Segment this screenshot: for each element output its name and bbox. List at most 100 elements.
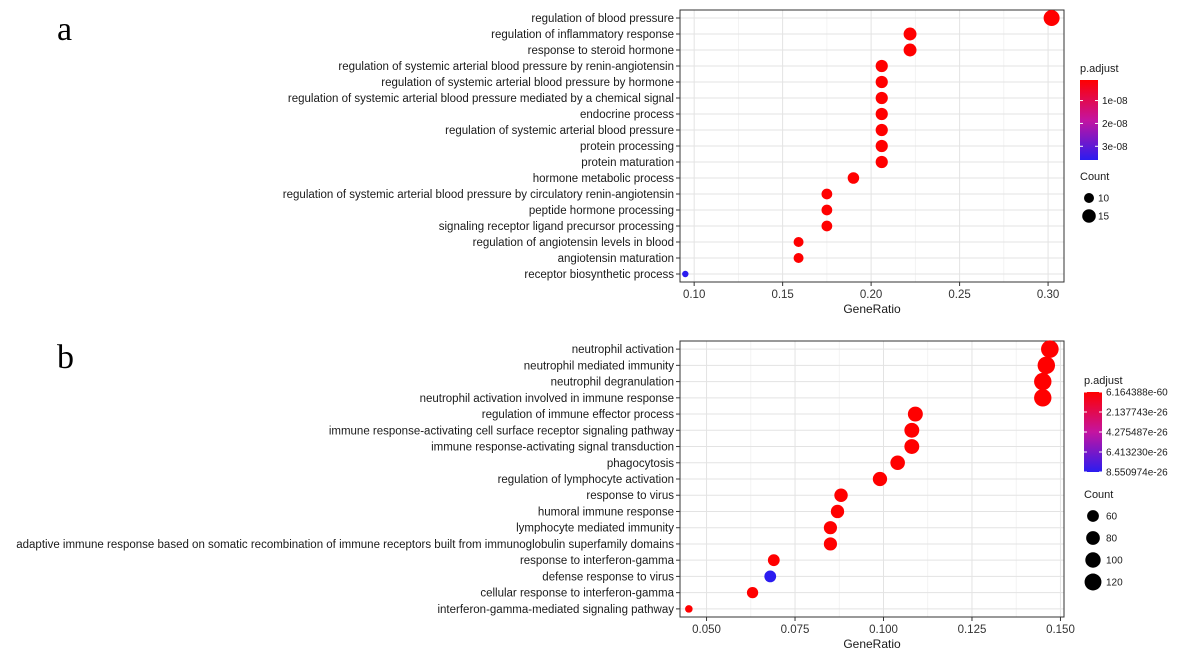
term-label: interferon-gamma-mediated signaling path… (437, 604, 674, 616)
x-tick-label: 0.20 (860, 289, 882, 301)
data-point (821, 188, 833, 200)
data-point (685, 605, 693, 613)
term-label: response to steroid hormone (528, 45, 674, 57)
panel-letter: a (57, 11, 72, 48)
data-point (1043, 10, 1060, 26)
size-legend-key (1087, 510, 1099, 522)
data-point (903, 27, 917, 41)
data-point (875, 123, 888, 137)
data-point (875, 91, 888, 105)
term-label: defense response to virus (542, 571, 674, 583)
data-point (793, 253, 804, 263)
x-axis-title: GeneRatio (843, 637, 901, 651)
data-point (682, 270, 689, 278)
size-legend-key (1085, 552, 1101, 568)
data-point (830, 504, 845, 519)
term-label: receptor biosynthetic process (524, 269, 674, 281)
color-legend-label: 3e-08 (1102, 142, 1128, 153)
size-legend-label: 15 (1098, 212, 1110, 223)
data-point (1034, 372, 1052, 391)
size-legend-label: 10 (1098, 194, 1110, 205)
x-tick-label: 0.10 (683, 289, 705, 301)
data-point (875, 139, 888, 153)
term-label: lymphocyte mediated immunity (516, 523, 674, 535)
term-label: regulation of blood pressure (531, 13, 674, 25)
term-label: response to interferon-gamma (520, 555, 675, 567)
size-legend-key (1084, 193, 1094, 203)
color-legend-title: p.adjust (1084, 375, 1123, 387)
data-point (1034, 389, 1052, 407)
x-tick-label: 0.150 (1046, 624, 1075, 636)
color-legend-bar (1084, 392, 1102, 472)
term-label: neutrophil degranulation (551, 377, 674, 389)
data-point (847, 172, 860, 184)
term-label: immune response-activating signal transd… (431, 442, 674, 454)
panel-a: a regulation of blood pressure regulation … (57, 9, 1128, 316)
term-label: immune response-activating cell surface … (329, 425, 674, 437)
data-point (872, 471, 888, 487)
size-legend-label: 100 (1106, 556, 1123, 567)
panel-b: b neutrophil activation neutrophil mediate… (16, 339, 1168, 651)
data-point (823, 537, 837, 551)
data-point (904, 422, 920, 438)
term-label: cellular response to interferon-gamma (480, 588, 674, 600)
term-label: humoral immune response (538, 506, 674, 518)
data-point (890, 455, 905, 471)
data-point (767, 554, 780, 567)
term-label: angiotensin maturation (558, 253, 674, 265)
data-point (875, 59, 888, 73)
term-label: regulation of systemic arterial blood pr… (288, 93, 674, 105)
term-label: neutrophil activation involved in immune… (420, 393, 674, 405)
x-axis-title: GeneRatio (843, 302, 901, 316)
term-label: signaling receptor ligand precursor proc… (439, 221, 674, 233)
size-legend-key (1084, 573, 1102, 591)
data-point (746, 587, 759, 599)
x-tick-label: 0.30 (1037, 289, 1059, 301)
term-label: endocrine process (580, 109, 674, 121)
data-point (875, 75, 888, 89)
term-label: hormone metabolic process (533, 173, 675, 185)
size-legend-label: 80 (1106, 534, 1118, 545)
x-tick-label: 0.075 (781, 624, 810, 636)
data-point (907, 406, 923, 422)
term-label: protein maturation (581, 157, 674, 169)
color-legend-label: 1e-08 (1102, 96, 1128, 107)
term-label: regulation of lymphocyte activation (498, 474, 674, 486)
size-legend-label: 60 (1106, 512, 1118, 523)
term-label: peptide hormone processing (529, 205, 674, 217)
data-point (904, 439, 920, 454)
color-legend-label: 6.413230e-26 (1106, 448, 1168, 459)
color-legend-label: 8.550974e-26 (1106, 468, 1168, 479)
term-label: regulation of systemic arterial blood pr… (381, 77, 674, 89)
term-label: regulation of systemic arterial blood pr… (445, 125, 674, 137)
term-label: neutrophil mediated immunity (524, 360, 674, 372)
term-label: neutrophil activation (572, 344, 674, 356)
color-legend-label: 4.275487e-26 (1106, 428, 1168, 439)
data-point (875, 155, 888, 169)
color-legend-title: p.adjust (1080, 63, 1119, 75)
panel-letter: b (57, 339, 74, 376)
term-label: response to virus (586, 490, 674, 502)
color-legend-label: 2.137743e-26 (1106, 408, 1168, 419)
term-label: regulation of angiotensin levels in bloo… (473, 237, 674, 249)
data-point (1037, 356, 1056, 375)
data-point (875, 107, 888, 121)
x-tick-label: 0.125 (958, 624, 987, 636)
size-legend-key (1086, 531, 1100, 545)
size-legend-title: Count (1080, 171, 1109, 183)
term-label: regulation of inflammatory response (491, 29, 674, 41)
color-legend-bar (1080, 80, 1098, 160)
term-label: regulation of systemic arterial blood pr… (283, 189, 674, 201)
size-legend-key (1082, 209, 1096, 223)
term-label: protein processing (580, 141, 674, 153)
data-point (823, 521, 837, 535)
term-label: regulation of systemic arterial blood pr… (338, 61, 674, 73)
term-label: adaptive immune response based on somati… (16, 539, 674, 551)
data-point (821, 220, 833, 232)
x-tick-label: 0.15 (771, 289, 793, 301)
data-point (764, 570, 777, 583)
data-point (834, 488, 848, 502)
data-point (1041, 340, 1059, 358)
x-tick-label: 0.050 (692, 624, 721, 636)
